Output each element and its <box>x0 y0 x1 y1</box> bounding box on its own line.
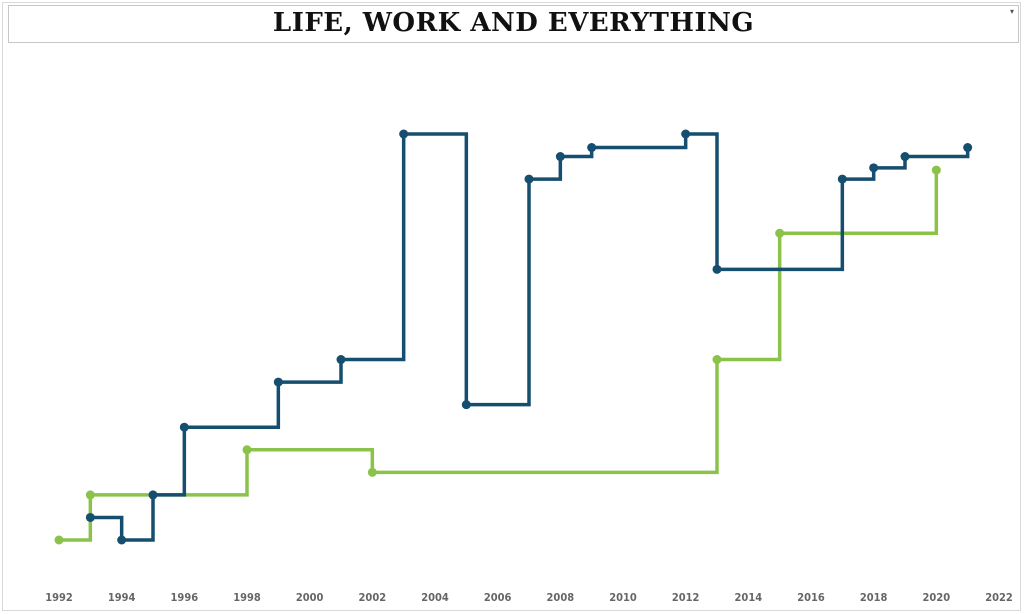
x-tick-label: 1998 <box>233 591 261 604</box>
data-point-0-14[interactable] <box>869 163 879 173</box>
data-point-0-11[interactable] <box>681 129 691 139</box>
data-point-1-3[interactable] <box>367 467 377 477</box>
x-tick-label: 2018 <box>860 591 888 604</box>
data-point-0-13[interactable] <box>837 174 847 184</box>
data-point-0-2[interactable] <box>148 490 158 500</box>
x-tick-label: 2022 <box>985 591 1013 604</box>
x-tick-label: 2012 <box>672 591 700 604</box>
x-tick-label: 2010 <box>609 591 637 604</box>
data-point-0-3[interactable] <box>179 422 189 432</box>
title-box: LIFE, WORK AND EVERYTHING ▾ <box>8 5 1019 43</box>
series-line-0 <box>90 132 970 542</box>
x-tick-label: 2008 <box>547 591 575 604</box>
x-tick-label: 2016 <box>797 591 825 604</box>
data-point-0-7[interactable] <box>461 400 471 410</box>
data-point-0-1[interactable] <box>117 535 127 545</box>
data-point-0-6[interactable] <box>399 129 409 139</box>
x-tick-label: 2002 <box>359 591 387 604</box>
data-point-1-2[interactable] <box>242 445 252 455</box>
x-tick-label: 2020 <box>923 591 951 604</box>
x-tick-label: 2014 <box>735 591 763 604</box>
data-point-0-5[interactable] <box>336 355 346 365</box>
data-point-0-16[interactable] <box>963 143 973 153</box>
x-tick-label: 1996 <box>171 591 199 604</box>
data-point-0-0[interactable] <box>85 512 95 522</box>
chart-title: LIFE, WORK AND EVERYTHING <box>272 8 755 38</box>
chevron-down-icon[interactable]: ▾ <box>1009 7 1014 16</box>
data-point-1-0[interactable] <box>54 535 64 545</box>
x-tick-label: 2000 <box>296 591 324 604</box>
data-point-0-8[interactable] <box>524 174 534 184</box>
data-point-1-6[interactable] <box>931 165 941 175</box>
data-point-1-4[interactable] <box>712 355 722 365</box>
data-point-1-1[interactable] <box>85 490 95 500</box>
data-point-0-9[interactable] <box>555 152 565 162</box>
data-point-0-15[interactable] <box>900 152 910 162</box>
data-point-1-5[interactable] <box>775 228 785 238</box>
x-tick-label: 1994 <box>108 591 136 604</box>
data-point-0-10[interactable] <box>587 143 597 153</box>
x-tick-label: 2004 <box>421 591 449 604</box>
x-tick-label: 2006 <box>484 591 512 604</box>
data-point-0-12[interactable] <box>712 264 722 274</box>
x-tick-label: 1992 <box>45 591 73 604</box>
series-line-1 <box>59 170 939 542</box>
data-point-0-4[interactable] <box>273 377 283 387</box>
